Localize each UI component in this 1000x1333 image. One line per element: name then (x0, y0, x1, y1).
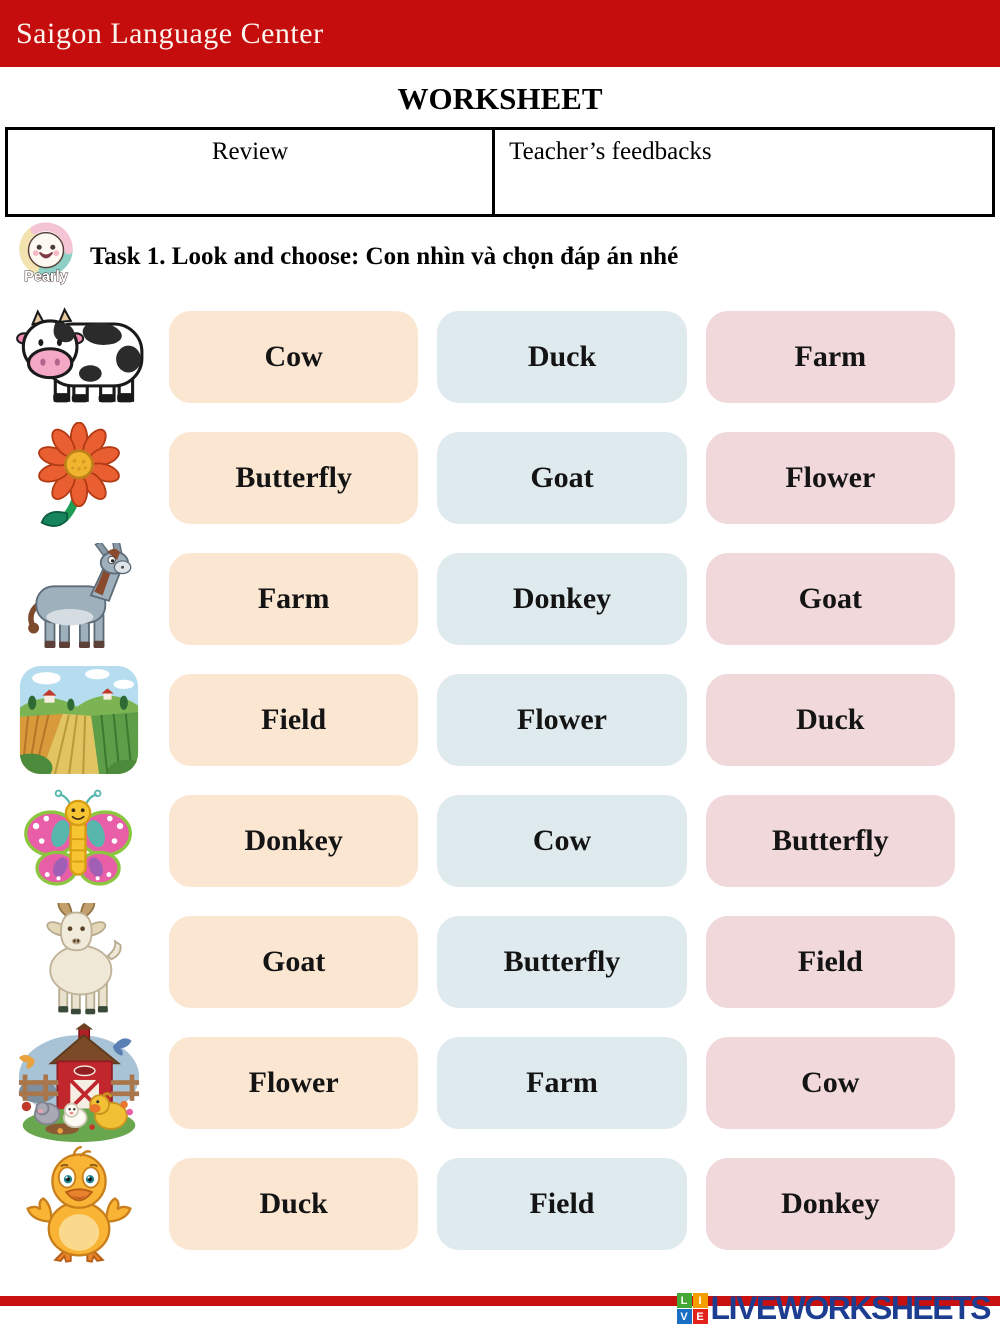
exercise-row: Cow Duck Farm (0, 296, 1000, 417)
cow-image (8, 297, 150, 417)
option-button[interactable]: Flower (437, 673, 687, 766)
option-button[interactable]: Donkey (705, 1157, 955, 1250)
option-button[interactable]: Field (169, 673, 419, 766)
field-image (8, 660, 150, 780)
footer-divider (0, 1296, 1000, 1306)
goat-image (8, 902, 150, 1022)
option-button[interactable]: Farm (705, 310, 955, 403)
exercise-row: Duck Field Donkey (0, 1143, 1000, 1264)
exercise-row: Butterfly Goat Flower (0, 417, 1000, 538)
logo-block: L (676, 1293, 692, 1308)
option-button[interactable]: Goat (169, 915, 419, 1008)
option-button[interactable]: Duck (437, 310, 687, 403)
option-button[interactable]: Duck (705, 673, 955, 766)
liveworksheets-wordmark: LIVEWORKSHEETS (710, 1290, 992, 1326)
logo-block: V (676, 1309, 692, 1324)
exercise-row: Farm Donkey Goat (0, 538, 1000, 659)
option-button[interactable]: Cow (169, 310, 419, 403)
liveworksheets-logo: L I V E LIVEWORKSHEETS (676, 1290, 992, 1327)
logo-block: I (692, 1293, 708, 1308)
task-instruction: Task 1. Look and choose: Con nhìn và chọ… (90, 243, 679, 270)
liveworksheets-blocks-icon: L I V E (676, 1293, 708, 1324)
option-button[interactable]: Flower (169, 1036, 419, 1129)
exercise-row: Donkey Cow Butterfly (0, 780, 1000, 901)
header-bar: Saigon Language Center (0, 0, 1000, 67)
review-cell: Review (8, 130, 496, 214)
option-button[interactable]: Cow (437, 794, 687, 887)
option-button[interactable]: Flower (705, 431, 955, 524)
exercise-rows: Cow Duck Farm (0, 296, 1000, 1264)
review-table: Review Teacher’s feedbacks (5, 127, 995, 217)
option-button[interactable]: Goat (705, 552, 955, 645)
exercise-row: Goat Butterfly Field (0, 901, 1000, 1022)
logo-block: E (692, 1309, 708, 1324)
option-button[interactable]: Farm (437, 1036, 687, 1129)
svg-text:Pearly: Pearly (24, 269, 69, 285)
option-button[interactable]: Butterfly (169, 431, 419, 524)
option-button[interactable]: Cow (705, 1036, 955, 1129)
task-header: Pearly Task 1. Look and choose: Con nhìn… (12, 221, 1000, 293)
exercise-row: Flower Farm Cow (0, 1022, 1000, 1143)
option-button[interactable]: Donkey (437, 552, 687, 645)
option-button[interactable]: Butterfly (705, 794, 955, 887)
butterfly-image (8, 781, 150, 901)
teacher-feedback-cell: Teacher’s feedbacks (509, 138, 712, 165)
option-button[interactable]: Field (705, 915, 955, 1008)
duck-image (8, 1144, 150, 1264)
option-button[interactable]: Farm (169, 552, 419, 645)
page-title: WORKSHEET (397, 81, 603, 116)
option-button[interactable]: Goat (437, 431, 687, 524)
option-button[interactable]: Butterfly (437, 915, 687, 1008)
flower-image (8, 418, 150, 538)
donkey-image (8, 539, 150, 659)
exercise-row: Field Flower Duck (0, 659, 1000, 780)
brand-title: Saigon Language Center (16, 16, 324, 50)
farm-image (8, 1022, 150, 1143)
option-button[interactable]: Duck (169, 1157, 419, 1250)
option-button[interactable]: Field (437, 1157, 687, 1250)
pearly-mascot-icon: Pearly (12, 221, 80, 293)
option-button[interactable]: Donkey (169, 794, 419, 887)
